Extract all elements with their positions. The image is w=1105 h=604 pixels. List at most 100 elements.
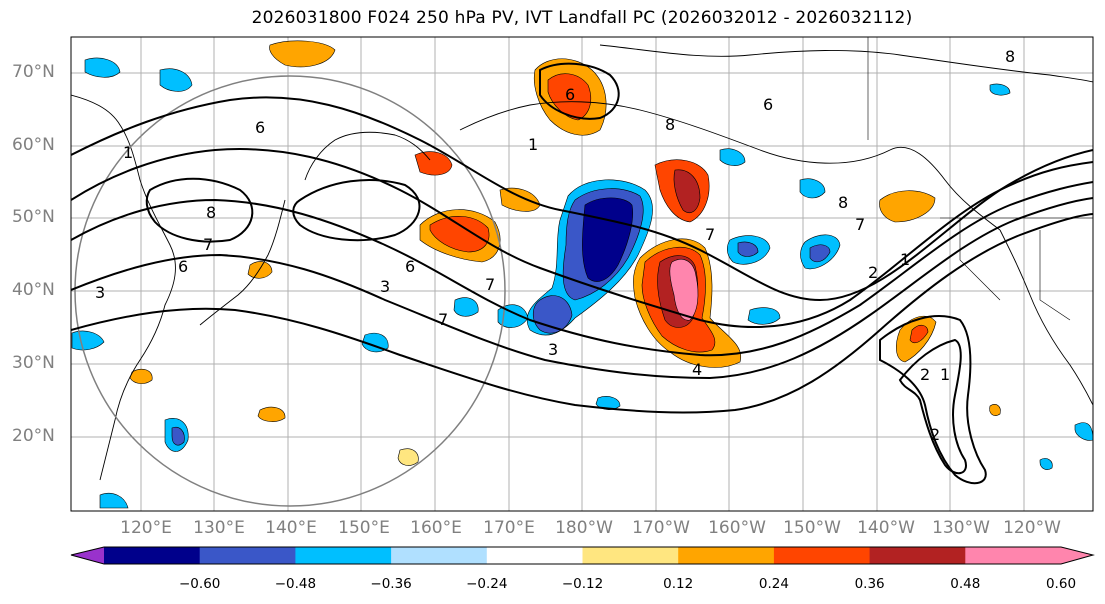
contour-label: 1 <box>900 250 910 269</box>
pv-negative-region <box>159 68 193 92</box>
colorbar-segment <box>582 547 679 564</box>
contour-label: 8 <box>1005 47 1015 66</box>
lon-label: 120°W <box>1003 518 1061 538</box>
lat-label: 30°N <box>12 353 55 373</box>
colorbar-tick-label: −0.36 <box>370 576 412 592</box>
colorbar-segment <box>71 547 104 564</box>
pv-negative-region <box>84 57 121 78</box>
pv-positive-region <box>909 324 929 344</box>
lat-label: 50°N <box>12 207 55 227</box>
pv-negative-region <box>719 148 746 166</box>
pv-negative-region <box>809 244 831 263</box>
contour-label: 6 <box>255 118 265 137</box>
ivt-landfall-circle <box>74 75 506 507</box>
pv-negative-region <box>171 427 185 446</box>
coastline-arctic <box>599 44 1093 83</box>
map-panel: 6 6 7 6 7 8 6 6 7 7 8 2 2 1 3 1 8 7 4 2 … <box>70 36 1094 512</box>
pv-positive-region <box>669 258 699 321</box>
contour-label: 2 <box>868 263 878 282</box>
contour-label: 1 <box>528 135 538 154</box>
contour-label: 7 <box>485 275 495 294</box>
pv-positive-region <box>414 151 453 176</box>
colorbar-tick-label: 0.12 <box>663 576 694 592</box>
contour-label: 6 <box>178 257 188 276</box>
contour-label: 6 <box>763 95 773 114</box>
pv-negative-region <box>361 332 389 353</box>
pv-positive-region <box>257 406 286 422</box>
map-title: 2026031800 F024 250 hPa PV, IVT Landfall… <box>251 8 913 28</box>
contour-label: 7 <box>438 310 448 329</box>
pv-shading <box>71 40 1093 509</box>
lat-label: 70°N <box>12 62 55 82</box>
pv-positive-region <box>989 404 1001 416</box>
colorbar-tick-label: 0.48 <box>950 576 981 592</box>
colorbar-outline <box>70 546 1095 565</box>
lon-label: 170°W <box>632 518 690 538</box>
lon-label: 150°W <box>783 518 841 538</box>
colorbar <box>70 546 1095 565</box>
coastline-japan <box>199 199 286 326</box>
contour-label: 1 <box>940 365 950 384</box>
colorbar-segment <box>773 547 871 564</box>
contour-label: 7 <box>203 235 213 254</box>
lon-label: 140°W <box>857 518 915 538</box>
colorbar-tick-label: 0.60 <box>1045 576 1077 592</box>
coastline-alaska <box>459 101 1001 231</box>
lon-label: 160°W <box>708 518 766 538</box>
contour-label: 6 <box>405 257 415 276</box>
coastline-asia <box>71 94 176 481</box>
colorbar-tick-label: −0.60 <box>179 576 221 592</box>
lon-label: 170°E <box>483 518 535 538</box>
pv-positive-region <box>247 261 273 279</box>
colorbar-tick-label: 0.36 <box>854 576 885 592</box>
colorbar-tick-label: −0.12 <box>561 576 604 592</box>
contour-label: 2 <box>930 425 940 444</box>
pv-negative-region <box>1039 458 1053 470</box>
lon-label: 180°W <box>555 518 613 538</box>
pv-positive-region <box>429 215 490 253</box>
pv-negative-region <box>453 297 479 317</box>
lon-label: 130°E <box>193 518 245 538</box>
colorbar-segment <box>678 547 775 564</box>
contour-label: 8 <box>665 115 675 134</box>
lon-label: 120°E <box>120 518 172 538</box>
lon-label: 160°E <box>410 518 462 538</box>
colorbar-tick-label: −0.48 <box>274 576 317 592</box>
contour-label: 4 <box>692 360 702 379</box>
contour-label: 8 <box>838 193 848 212</box>
contour-label: 3 <box>548 340 558 359</box>
pv-contours <box>71 62 1093 485</box>
lon-label: 150°E <box>338 518 390 538</box>
pv-negative-region <box>989 83 1011 96</box>
pv-positive-region <box>547 73 591 121</box>
contour-label: 8 <box>206 203 216 222</box>
lat-label: 20°N <box>12 426 55 446</box>
contour-label: 3 <box>95 283 105 302</box>
colorbar-tick-label: 0.24 <box>758 576 789 592</box>
colorbar-segment <box>391 547 488 564</box>
pv-positive-region <box>673 169 701 213</box>
colorbar-segment <box>965 547 1062 564</box>
lat-label: 40°N <box>12 280 55 300</box>
colorbar-segment <box>486 547 583 564</box>
contour-label: 1 <box>123 143 133 162</box>
pv-negative-region <box>799 178 826 199</box>
pv-positive-region <box>879 190 936 223</box>
contour-label: 7 <box>855 215 865 234</box>
pv-positive-region <box>129 368 153 384</box>
pv-positive-region <box>397 448 419 466</box>
colorbar-segment <box>104 547 201 564</box>
pv-negative-region <box>582 197 633 282</box>
contour-label: 6 <box>565 85 575 104</box>
lon-label: 140°E <box>265 518 317 538</box>
contour-label: 2 <box>920 365 930 384</box>
coastline-na-west <box>999 229 1093 406</box>
map-frame <box>70 36 1094 512</box>
contour-label: 3 <box>380 277 390 296</box>
contour-label-group: 6 6 7 6 7 8 6 6 7 7 8 2 2 1 3 1 8 7 4 2 … <box>95 47 1015 444</box>
pv-negative-region <box>737 241 759 257</box>
contour-label: 7 <box>705 225 715 244</box>
colorbar-segment <box>295 547 392 564</box>
colorbar-segment <box>1061 547 1093 564</box>
lat-label: 60°N <box>12 135 55 155</box>
